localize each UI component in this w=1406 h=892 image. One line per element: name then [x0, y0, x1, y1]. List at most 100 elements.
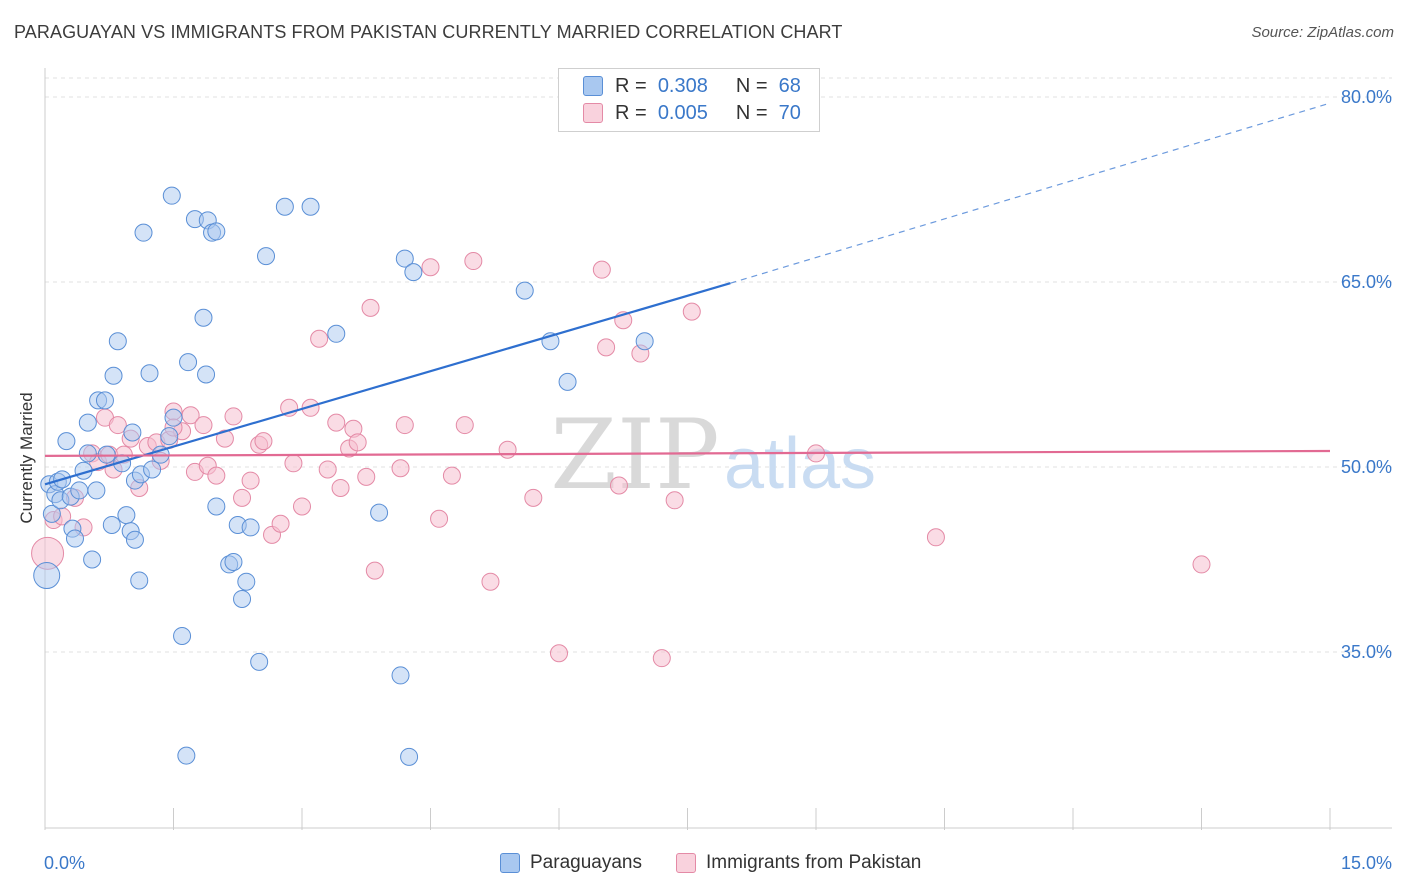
blue-point	[515, 281, 534, 300]
blue-point	[123, 423, 142, 442]
blue-point	[250, 652, 269, 671]
y-tick-label: 80.0%	[1341, 87, 1392, 107]
watermark-zip: ZIP	[550, 399, 719, 511]
pink-point	[194, 416, 213, 435]
blue-point	[65, 529, 84, 548]
pink-point	[365, 561, 384, 580]
blue-point	[117, 506, 136, 525]
blue-trend-line	[44, 282, 731, 486]
pink-point	[331, 478, 350, 497]
pink-point	[215, 429, 234, 448]
bottom-legend-label: Immigrants from Pakistan	[705, 852, 922, 873]
pink-point	[592, 260, 611, 279]
pink-point	[327, 413, 346, 432]
blue-point	[134, 223, 153, 242]
pink-point	[254, 432, 273, 451]
blue-point	[57, 432, 76, 451]
blue-point	[224, 552, 243, 571]
pink-point	[108, 416, 127, 435]
grid-lines	[45, 77, 1392, 653]
pink-point	[498, 440, 517, 459]
blue-point	[400, 747, 419, 766]
blue-point	[42, 504, 61, 523]
x-tick-label-min: 0.0%	[44, 853, 85, 873]
blue-point	[391, 666, 410, 685]
blue-point	[125, 530, 144, 549]
pink-point	[395, 416, 414, 435]
blue-points	[33, 186, 654, 766]
blue-point	[108, 332, 127, 351]
pink-point	[271, 514, 290, 533]
legend-row-paraguayans: R = 0.308 N = 68	[583, 74, 801, 98]
blue-point	[164, 408, 183, 427]
blue-point	[173, 626, 192, 645]
pink-point	[224, 407, 243, 426]
pink-point	[421, 258, 440, 277]
blue-point	[33, 562, 61, 590]
legend-box: R = 0.308 N = 68 R = 0.005 N = 70	[558, 68, 820, 132]
blue-point	[257, 247, 276, 266]
blue-point	[83, 550, 102, 569]
legend-r-label: R =	[615, 101, 647, 124]
pink-point	[284, 454, 303, 473]
y-tick-label: 65.0%	[1341, 272, 1392, 292]
bottom-swatch-blue	[500, 853, 520, 873]
blue-point	[207, 497, 226, 516]
blue-point	[179, 353, 198, 372]
pink-point	[652, 649, 671, 668]
legend-row-pakistan: R = 0.005 N = 70	[583, 101, 801, 125]
legend-r-label: R =	[615, 74, 647, 97]
pink-point	[233, 488, 252, 507]
pink-point	[1192, 555, 1211, 574]
blue-point	[237, 572, 256, 591]
legend-n-value: 68	[778, 74, 801, 97]
pink-point	[357, 467, 376, 486]
watermark-atlas: atlas	[724, 424, 876, 504]
pink-point	[361, 298, 380, 317]
x-tick-label-max: 15.0%	[1341, 853, 1392, 873]
pink-point	[524, 488, 543, 507]
pink-point	[550, 644, 568, 663]
blue-point	[275, 197, 294, 216]
pink-point	[926, 528, 945, 547]
bottom-legend-label: Paraguayans	[530, 852, 642, 873]
pink-point	[391, 459, 410, 478]
bottom-legend-paraguayans: Paraguayans	[500, 852, 642, 874]
legend-r-value: 0.308	[657, 74, 708, 97]
y-tick-label: 35.0%	[1341, 642, 1392, 662]
blue-point	[395, 249, 414, 268]
trend-lines	[44, 102, 1331, 486]
blue-point	[635, 332, 654, 351]
legend-n-label: N =	[735, 74, 768, 97]
pink-point	[597, 338, 616, 357]
blue-point	[233, 589, 252, 608]
axis-labels: 35.0% 50.0% 65.0% 80.0% 0.0% 15.0%	[44, 87, 1392, 873]
bottom-legend: Paraguayans Immigrants from Pakistan	[500, 852, 955, 874]
pink-point	[682, 302, 701, 321]
pink-point	[455, 416, 474, 435]
source-label: Source: ZipAtlas.com	[1251, 24, 1394, 41]
blue-point	[301, 197, 320, 216]
pink-point	[241, 471, 260, 490]
blue-point	[194, 308, 213, 327]
pink-point	[609, 476, 628, 495]
blue-point	[177, 746, 196, 765]
legend-swatch-pink	[583, 103, 603, 123]
blue-point	[162, 186, 181, 205]
y-axis-label: Currently Married	[17, 392, 36, 523]
pink-point	[310, 329, 329, 348]
blue-point	[104, 366, 123, 385]
pink-point	[464, 252, 483, 271]
pink-point	[430, 509, 449, 528]
blue-point	[78, 444, 97, 463]
blue-point	[327, 324, 346, 343]
bottom-legend-pakistan: Immigrants from Pakistan	[675, 852, 922, 874]
pink-point	[348, 433, 367, 452]
blue-point	[160, 427, 179, 446]
axes	[44, 68, 1392, 830]
pink-point	[665, 491, 684, 510]
pink-points	[31, 252, 1211, 668]
blue-point	[70, 481, 89, 500]
blue-point	[404, 263, 423, 282]
